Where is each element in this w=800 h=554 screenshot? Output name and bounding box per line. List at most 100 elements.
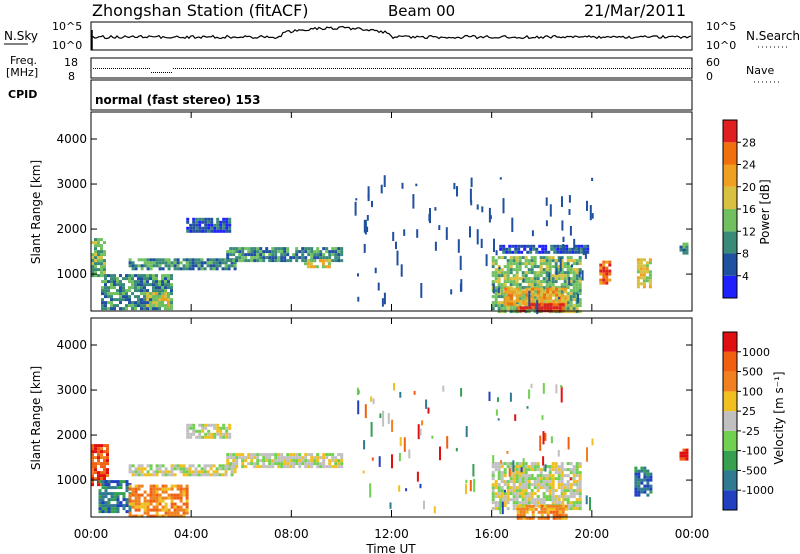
freq-dot [565,68,566,69]
heatmap-cell [549,306,553,310]
heatmap-cell [149,258,153,262]
heatmap-cell [636,264,640,268]
freq-dot [105,68,106,69]
heatmap-cell [232,453,236,457]
heatmap-cell [152,304,156,308]
heatmap-cell [646,487,650,491]
heatmap-cell [201,220,205,224]
freq-dot [493,68,494,69]
heatmap-cell [524,265,528,269]
heatmap-cell [500,271,504,275]
y-tick-label: 1000 [56,267,87,281]
heatmap-cell [530,462,534,466]
heatmap-cell [176,484,180,488]
heatmap-cell [566,486,570,490]
heatmap-cell [131,307,134,311]
nsearch-top-tick: 10^5 [706,20,736,33]
freq-dot [581,68,582,69]
heatmap-cell [519,299,523,303]
heatmap-cell [213,435,217,439]
heatmap-cell [327,262,331,266]
heatmap-cell [515,274,519,278]
heatmap-cell [107,301,110,305]
heatmap-cell [212,264,216,268]
heatmap-cell [137,470,141,474]
heatmap-cell [125,498,129,502]
heatmap-cell [134,467,138,471]
heatmap-cell [515,480,519,484]
heatmap-cell [265,456,269,460]
heatmap-cell [238,456,242,460]
heatmap-cell [500,486,504,490]
freq-dot [271,68,272,69]
heatmap-cell [143,499,147,503]
heatmap-cell [221,464,225,468]
heatmap-cell [542,383,545,394]
heatmap-cell [182,490,186,494]
heatmap-cell [232,459,236,463]
heatmap-cell [578,256,582,260]
heatmap-cell [313,250,317,254]
heatmap-cell [271,247,275,251]
heatmap-cell [542,501,546,505]
heatmap-cell [528,389,531,399]
heatmap-cell [569,483,573,487]
heatmap-cell [543,510,547,514]
freq-dot [667,68,668,69]
heatmap-cell [524,465,528,469]
heatmap-cell [295,462,299,466]
heatmap-cell [536,277,540,281]
heatmap-cell [500,489,504,493]
heatmap-cell [537,303,541,307]
heatmap-cell [247,253,251,257]
heatmap-cell [119,280,122,284]
heatmap-cell [152,280,155,284]
heatmap-cell [605,272,609,276]
heatmap-cell [559,247,563,251]
heatmap-cell [491,301,495,305]
heatmap-cell [265,453,269,457]
heatmap-cell [578,483,582,487]
heatmap-cell [100,238,103,242]
heatmap-cell [527,310,531,314]
freq-dot [269,68,270,69]
freq-dot [589,68,590,69]
heatmap-cell [516,504,520,508]
freq-dot [159,72,160,73]
freq-dot [347,68,348,69]
heatmap-cell [209,473,213,477]
heatmap-cell [101,480,105,484]
freq-dot [381,68,382,69]
heatmap-cell [499,247,503,251]
heatmap-cell [494,486,498,490]
heatmap-cell [146,292,150,296]
heatmap-cell [176,261,180,265]
heatmap-cell [140,473,144,477]
heatmap-cell [530,492,534,496]
heatmap-cell [334,250,338,254]
freq-dot [497,68,498,69]
heatmap-cell [283,459,287,463]
heatmap-cell [110,510,114,514]
heatmap-cell [307,459,311,463]
colorbar-swatch [723,490,737,510]
heatmap-cell [100,477,103,481]
heatmap-cell [128,261,132,265]
freq-dot [607,68,608,69]
heatmap-cell [599,263,603,267]
freq-dot [523,68,524,69]
freq-dot [279,68,280,69]
heatmap-cell [101,483,105,487]
heatmap-cell [195,226,199,230]
heatmap-cell [491,259,495,263]
heatmap-cell [599,269,603,273]
heatmap-cell [578,271,581,278]
heatmap-cell [185,493,189,497]
heatmap-cell [164,473,168,477]
heatmap-cell [566,498,570,502]
freq-dot [357,68,358,69]
heatmap-cell [337,462,341,466]
heatmap-cell [161,295,165,299]
heatmap-cell [100,262,103,266]
heatmap-cell [167,470,171,474]
